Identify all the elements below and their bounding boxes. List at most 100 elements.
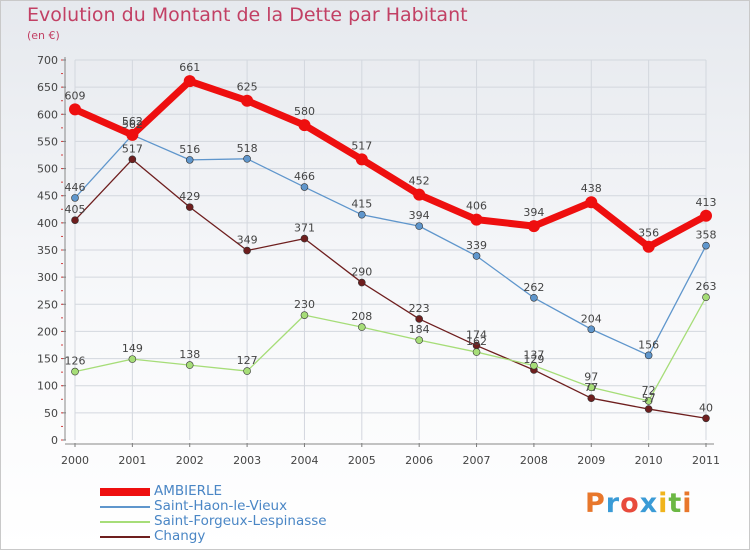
data-point [71, 216, 79, 224]
logo-letter: i [682, 488, 693, 519]
y-tick-label: 250 [37, 298, 58, 311]
data-label: 162 [466, 335, 487, 348]
data-point [300, 234, 309, 243]
data-point [415, 315, 423, 323]
data-label: 580 [294, 105, 315, 118]
x-tick-label: 2004 [290, 454, 318, 467]
data-label: 126 [65, 355, 86, 368]
data-label: 371 [294, 222, 315, 235]
data-label: 413 [696, 196, 717, 209]
data-point [71, 194, 79, 202]
data-point [358, 323, 366, 331]
data-label: 415 [351, 198, 372, 211]
data-point [585, 196, 598, 209]
x-tick-label: 2010 [635, 454, 663, 467]
data-point [644, 397, 653, 405]
data-label: 262 [523, 281, 544, 294]
data-point [241, 94, 254, 107]
data-label: 429 [179, 190, 200, 203]
legend-swatch [100, 536, 150, 538]
data-point [530, 361, 538, 370]
data-point [358, 278, 366, 287]
data-label: 405 [65, 203, 86, 216]
y-tick-label: 650 [37, 81, 58, 94]
y-tick-label: 300 [37, 271, 58, 284]
data-point [243, 367, 251, 375]
data-point [300, 183, 309, 191]
data-label: 77 [584, 381, 598, 394]
data-point [702, 241, 710, 250]
y-tick-label: 350 [37, 244, 58, 257]
y-tick-label: 600 [37, 108, 58, 121]
data-label: 446 [65, 181, 86, 194]
data-point [527, 220, 540, 233]
data-point [702, 293, 710, 302]
legend-label: Changy [154, 528, 206, 544]
data-point [472, 252, 481, 260]
y-tick-label: 0 [51, 434, 58, 447]
data-label: 149 [122, 342, 143, 355]
data-label: 138 [179, 348, 200, 361]
logo-letter: x [639, 488, 659, 519]
logo-letter: i [658, 488, 669, 519]
legend-swatch [100, 521, 150, 523]
data-point [413, 188, 426, 201]
logo-letter: o [620, 488, 640, 519]
legend-item: Changy [100, 528, 400, 544]
grid [74, 59, 707, 440]
legend-label: AMBIERLE [154, 483, 223, 499]
data-label: 356 [638, 227, 659, 240]
x-tick-label: 2002 [176, 454, 204, 467]
data-point [587, 394, 596, 403]
x-tick-label: 2003 [233, 454, 261, 467]
series-line [74, 158, 707, 419]
data-label: 466 [294, 170, 315, 183]
data-point [355, 153, 368, 166]
data-label: 609 [65, 89, 86, 102]
chart-title: Evolution du Montant de la Dette par Hab… [27, 4, 468, 26]
data-label: 394 [523, 206, 544, 219]
data-label: 204 [581, 312, 602, 325]
data-label: 127 [237, 354, 258, 367]
data-label: 263 [696, 280, 717, 293]
data-label: 290 [351, 266, 372, 279]
y-tick-label: 200 [37, 325, 58, 338]
data-point [700, 209, 712, 222]
data-label: 452 [409, 175, 430, 188]
data-label: 230 [294, 298, 315, 311]
y-tick-label: 400 [37, 217, 58, 230]
data-point [126, 128, 139, 141]
legend-item: Saint-Haon-le-Vieux [100, 498, 400, 514]
y-tick-label: 100 [37, 380, 58, 393]
legend-item: Saint-Forgeux-Lespinasse [100, 513, 400, 529]
data-point [128, 155, 137, 164]
data-label: 174 [466, 329, 487, 342]
y-tick-label: 150 [37, 353, 58, 366]
data-label: 517 [351, 139, 372, 152]
chart-subtitle: (en €) [27, 29, 60, 42]
logo-letter: r [605, 488, 621, 519]
x-tick-label: 2006 [405, 454, 433, 467]
data-label: 562 [122, 115, 143, 128]
data-label: 208 [351, 310, 372, 323]
data-point [702, 414, 710, 423]
data-label: 406 [466, 200, 487, 213]
data-point [587, 325, 596, 334]
logo-letter: P [585, 488, 606, 519]
x-tick-label: 2011 [692, 454, 720, 467]
data-label: 394 [409, 209, 430, 222]
data-label: 438 [581, 182, 602, 195]
data-point [69, 103, 81, 116]
data-point [358, 210, 366, 219]
data-point [644, 351, 653, 360]
x-tick-label: 2005 [348, 454, 376, 467]
legend-item: AMBIERLE [100, 483, 400, 499]
data-labels: 609 562 661 625 580 517 452 406 394 438 356 413 446 5… [65, 61, 717, 414]
data-label: 223 [409, 302, 430, 315]
data-point [644, 405, 653, 413]
x-tick-label: 2008 [520, 454, 548, 467]
data-point [300, 311, 309, 319]
data-label: 517 [122, 142, 143, 155]
data-point [298, 119, 311, 132]
data-label: 40 [699, 401, 713, 414]
